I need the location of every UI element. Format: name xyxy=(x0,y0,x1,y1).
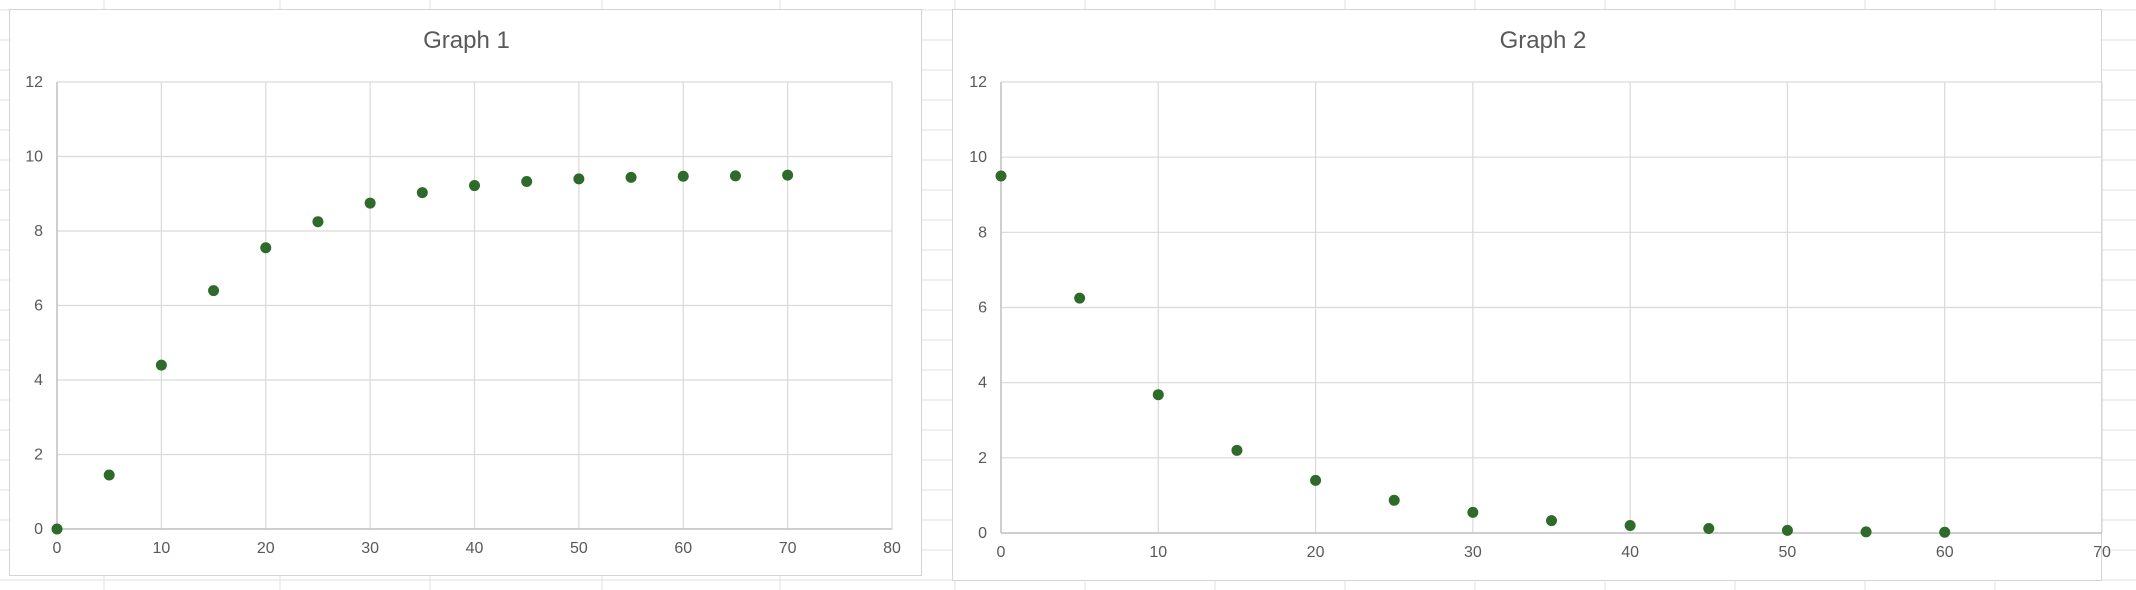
x-tick-label: 10 xyxy=(152,540,170,557)
y-tick-label: 8 xyxy=(34,223,43,240)
y-tick-label: 12 xyxy=(969,74,987,91)
data-point xyxy=(51,523,63,535)
x-tick-label: 50 xyxy=(570,540,588,557)
x-tick-label: 30 xyxy=(1464,544,1482,561)
x-tick-label: 70 xyxy=(2093,544,2111,561)
y-tick-label: 4 xyxy=(34,372,43,389)
chart-title: Graph 1 xyxy=(423,27,510,54)
y-tick-label: 0 xyxy=(978,525,987,542)
x-tick-label: 20 xyxy=(1307,544,1325,561)
y-tick-label: 0 xyxy=(34,521,43,538)
x-tick-label: 10 xyxy=(1149,544,1167,561)
data-point xyxy=(1388,494,1400,506)
data-point xyxy=(1074,292,1086,304)
data-point xyxy=(625,171,637,183)
data-point xyxy=(1860,526,1872,538)
y-tick-label: 2 xyxy=(978,450,987,467)
data-point xyxy=(1231,444,1243,456)
y-tick-label: 12 xyxy=(25,74,43,91)
data-point xyxy=(1310,474,1322,486)
y-tick-label: 8 xyxy=(978,224,987,241)
x-tick-label: 30 xyxy=(361,540,379,557)
data-point xyxy=(1624,519,1636,531)
data-point xyxy=(312,216,324,228)
x-tick-label: 40 xyxy=(466,540,484,557)
data-point xyxy=(260,242,272,254)
x-tick-label: 50 xyxy=(1779,544,1797,561)
data-point xyxy=(677,170,689,182)
data-point xyxy=(729,170,741,182)
data-point xyxy=(1546,515,1557,527)
data-point xyxy=(364,197,376,209)
y-tick-label: 6 xyxy=(978,300,987,317)
data-point xyxy=(573,173,585,185)
x-tick-label: 40 xyxy=(1621,544,1639,561)
x-tick-label: 20 xyxy=(257,540,275,557)
x-tick-label: 0 xyxy=(997,544,1006,561)
y-tick-label: 10 xyxy=(969,149,987,166)
data-point xyxy=(1939,526,1951,538)
data-point xyxy=(1152,389,1164,401)
x-tick-label: 60 xyxy=(1936,544,1954,561)
x-tick-label: 80 xyxy=(883,540,901,557)
chart-2-plot: Graph 2 0 2 4 6 8 10 12 0 10 20 30 40 50 60 70 xyxy=(969,27,2111,561)
y-tick-label: 10 xyxy=(25,149,43,166)
data-point xyxy=(1703,522,1715,534)
chart-1-plot: Graph 1 0 2 4 6 8 10 12 0 10 20 30 40 50 60 70 80 xyxy=(25,27,901,557)
data-point xyxy=(416,187,428,199)
data-point xyxy=(208,285,220,297)
y-tick-label: 4 xyxy=(978,375,987,392)
data-point xyxy=(521,175,533,187)
data-point xyxy=(103,469,115,481)
data-point xyxy=(782,169,794,181)
data-point xyxy=(995,170,1007,182)
y-tick-label: 2 xyxy=(34,447,43,464)
data-point xyxy=(469,180,480,192)
y-tick-label: 6 xyxy=(34,298,43,315)
chart-graph-1[interactable]: Graph 1 0 2 4 6 8 10 12 0 10 20 30 40 50 60 70 80 xyxy=(9,9,922,576)
data-point xyxy=(155,359,167,371)
data-point xyxy=(1467,506,1479,518)
x-tick-label: 60 xyxy=(674,540,692,557)
chart-title: Graph 2 xyxy=(1500,27,1587,54)
x-tick-label: 0 xyxy=(53,540,62,557)
data-point xyxy=(1781,524,1793,536)
chart-graph-2[interactable]: Graph 2 0 2 4 6 8 10 12 0 10 20 30 40 50 60 70 xyxy=(952,9,2111,581)
x-tick-label: 70 xyxy=(779,540,797,557)
